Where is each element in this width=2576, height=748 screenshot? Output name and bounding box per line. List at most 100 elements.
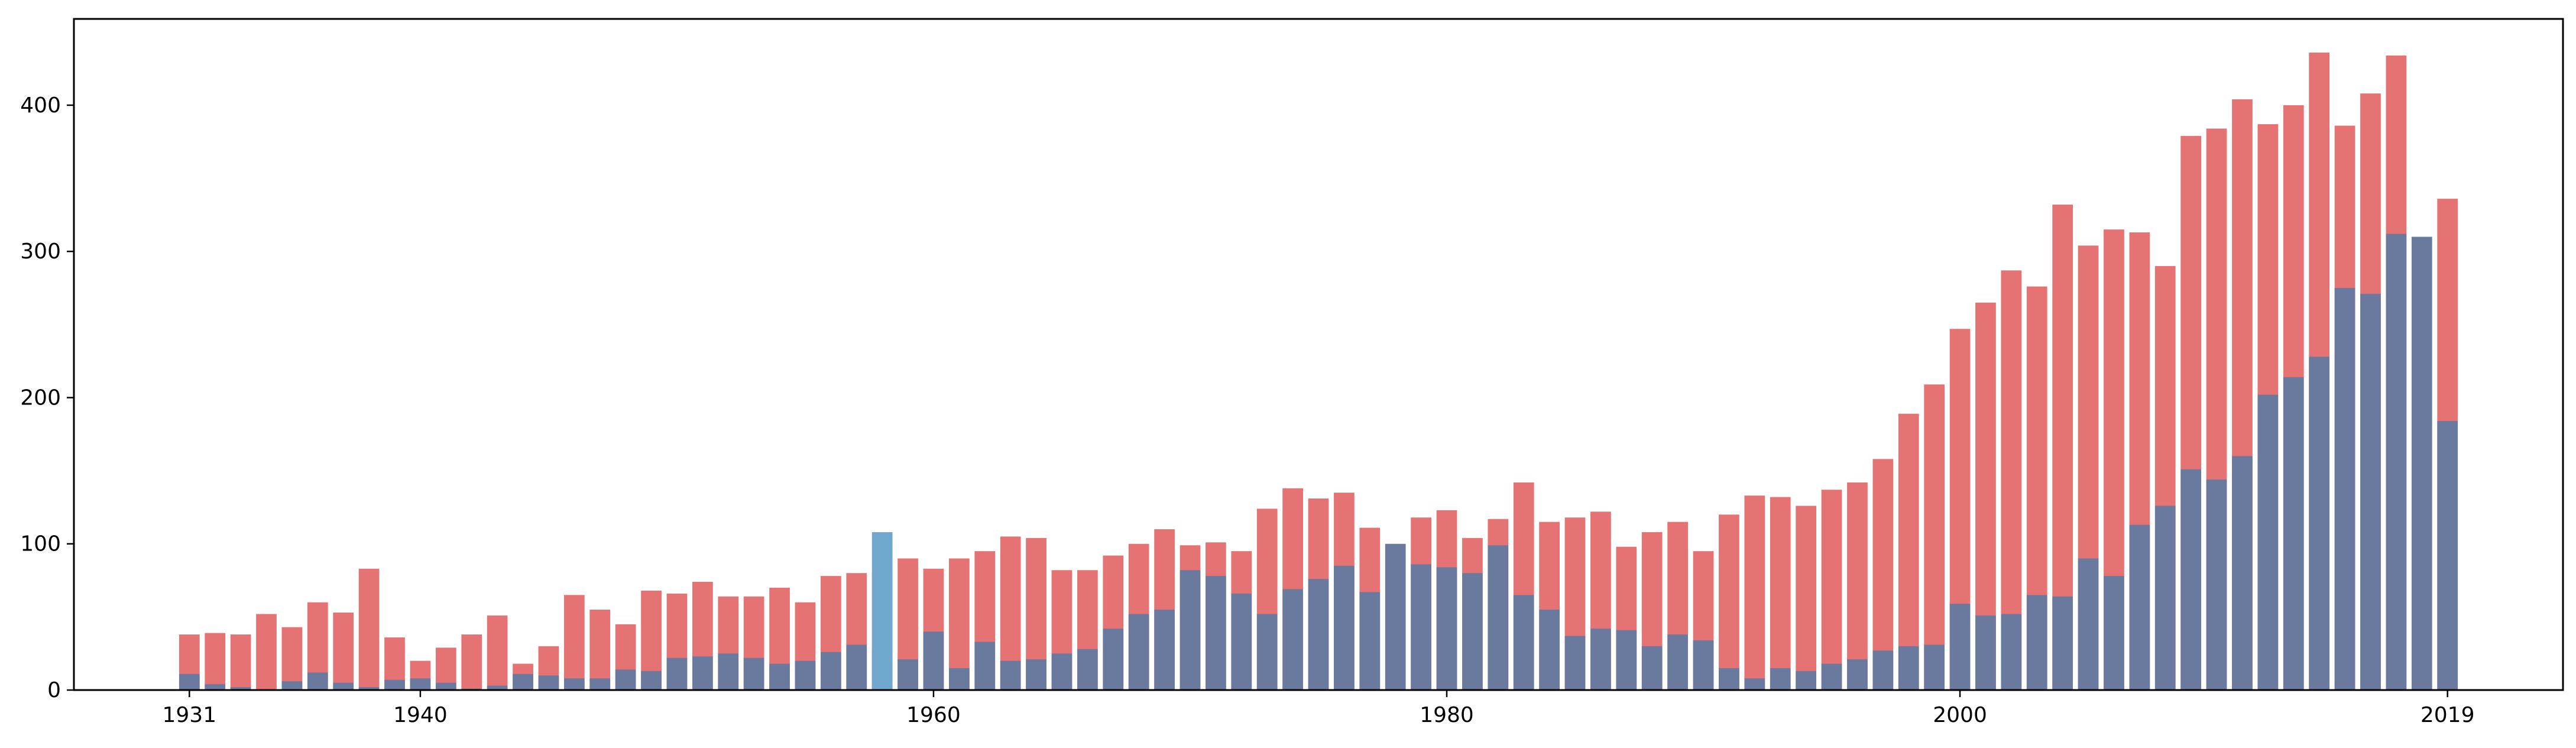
bar [1847, 659, 1868, 690]
bar [384, 679, 405, 690]
y-tick-label: 200 [20, 386, 61, 410]
bar [1128, 614, 1149, 690]
bar [205, 684, 226, 690]
bar [666, 658, 688, 690]
bar [1308, 579, 1329, 690]
y-tick-label: 100 [20, 532, 61, 556]
x-axis: 1931 1940 1960 1980 2000 2019 [162, 690, 2475, 727]
bar [641, 671, 662, 690]
bar [897, 659, 918, 690]
bar [795, 660, 816, 690]
bar [2334, 287, 2355, 690]
x-tick-label: 1931 [162, 703, 216, 727]
bar [1206, 576, 1226, 690]
y-tick-label: 400 [20, 93, 61, 118]
bar [538, 675, 559, 690]
bar [1924, 645, 1945, 690]
bar [1103, 629, 1124, 690]
bar [1719, 514, 1739, 690]
bar [692, 656, 713, 690]
bar [1898, 413, 1919, 690]
bar [1693, 640, 1714, 690]
bar [743, 658, 764, 690]
x-tick-label: 1980 [1420, 703, 1474, 727]
bar [1282, 589, 1303, 690]
bar [949, 558, 970, 690]
bar [589, 678, 611, 690]
bar [949, 668, 970, 690]
bar [2104, 576, 2124, 690]
bar [1334, 565, 1355, 690]
bar [1231, 593, 1252, 690]
bar [589, 610, 611, 690]
bar [281, 627, 303, 690]
bar [1385, 543, 1406, 690]
bar [1872, 650, 1894, 690]
x-tick-label: 2000 [1933, 703, 1987, 727]
bar [410, 678, 431, 690]
x-tick-label: 1940 [393, 703, 448, 727]
x-tick-label: 2019 [2421, 703, 2475, 727]
bar [2206, 479, 2227, 690]
bar [1796, 506, 1816, 690]
bar [461, 634, 482, 690]
bar [487, 685, 508, 690]
bar [846, 645, 867, 690]
bar [1539, 610, 1560, 690]
bar [1744, 678, 1765, 690]
bar [1847, 482, 1868, 690]
bar [435, 682, 456, 690]
bar [358, 687, 380, 690]
bar [1359, 592, 1381, 690]
bar [358, 568, 380, 690]
bar [1180, 570, 1201, 690]
bar [1924, 384, 1945, 690]
bar [1616, 630, 1637, 690]
bars-layer [179, 52, 2458, 691]
bar [2026, 595, 2047, 690]
bar [563, 595, 585, 690]
y-tick-label: 0 [47, 678, 61, 702]
bar [333, 612, 354, 690]
bar [923, 632, 944, 690]
bar [230, 687, 251, 690]
bar [2360, 293, 2381, 690]
bar [1949, 604, 1971, 690]
bar [1564, 636, 1586, 690]
bar [205, 633, 226, 690]
bar [513, 673, 533, 690]
bar [1077, 649, 1098, 690]
bar [1898, 646, 1919, 690]
bar [2129, 524, 2150, 690]
bar [2386, 234, 2407, 690]
bar [1513, 595, 1534, 690]
bar [718, 653, 739, 690]
bar [1719, 668, 1739, 690]
bar [281, 681, 303, 690]
bar [2001, 614, 2022, 690]
bar [1744, 496, 1765, 690]
bar [1411, 564, 1431, 690]
bar [2078, 558, 2099, 690]
bar [2257, 394, 2279, 690]
bar [1590, 629, 1611, 690]
bar [2411, 237, 2432, 690]
bar [1488, 545, 1509, 690]
plot-frame [73, 18, 2564, 691]
x-tick-label: 1960 [906, 703, 961, 727]
bar [1051, 653, 1072, 690]
bar [2309, 357, 2330, 690]
bar [1796, 671, 1816, 690]
bar [1462, 573, 1483, 690]
bar [1821, 490, 1842, 690]
bar [1770, 668, 1791, 690]
bar [1641, 646, 1663, 690]
bar [769, 663, 790, 690]
bar [1436, 567, 1457, 690]
bar [1154, 610, 1175, 690]
bar [2437, 421, 2458, 690]
bar [1821, 663, 1842, 690]
bar [179, 673, 200, 690]
bar [256, 614, 277, 690]
